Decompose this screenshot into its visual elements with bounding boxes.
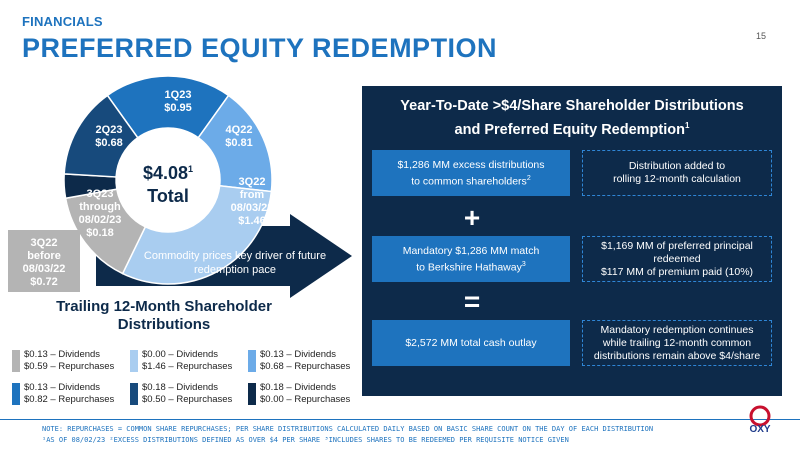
legend-swatch xyxy=(248,383,256,405)
donut-label-1q23: 1Q23 $0.95 xyxy=(164,89,192,114)
total-footnote: 1 xyxy=(188,164,194,174)
excess-distributions-box: $1,286 MM excess distributions to common … xyxy=(372,150,570,196)
trailing-12-month-title: Trailing 12-Month Shareholder Distributi… xyxy=(56,298,272,333)
legend-swatch xyxy=(12,383,20,405)
legend-item: $0.00 – Dividends $1.46 – Repurchases xyxy=(130,349,248,373)
donut-center-hole xyxy=(116,128,220,232)
distribution-added-note: Distribution added to rolling 12-month ca… xyxy=(582,150,772,196)
legend-item: $0.18 – Dividends $0.50 – Repurchases xyxy=(130,382,248,406)
legend-item: $0.13 – Dividends $0.59 – Repurchases xyxy=(12,349,130,373)
svg-text:OXY: OXY xyxy=(749,424,770,435)
legend-item: $0.13 – Dividends $0.68 – Repurchases xyxy=(248,349,366,373)
total-label: Total xyxy=(147,186,189,206)
equals-icon: = xyxy=(463,286,481,317)
donut-label-3q22-from: 3Q22 from 08/03/22 $1.46 xyxy=(230,176,274,227)
panel-title: Year-To-Date >$4/Share Shareholder Distr… xyxy=(400,98,744,138)
donut-label-2q23: 2Q23 $0.68 xyxy=(95,124,123,149)
plus-icon: + xyxy=(463,202,481,233)
footnote-line-1: NOTE: REPURCHASES = COMMON SHARE REPURCH… xyxy=(42,425,654,433)
page-number: 15 xyxy=(755,31,766,41)
exploded-slice-3q22-before xyxy=(8,230,80,292)
legend-item: $0.13 – Dividends $0.82 – Repurchases xyxy=(12,382,130,406)
donut-label-4q22: 4Q22 $0.81 xyxy=(225,124,253,149)
ytd-distributions-panel: Year-To-Date >$4/Share Shareholder Distr… xyxy=(362,86,782,396)
footnotes: NOTE: REPURCHASES = COMMON SHARE REPURCH… xyxy=(42,424,653,446)
legend-swatch xyxy=(248,350,256,372)
page-title: PREFERRED EQUITY REDEMPTION xyxy=(22,33,498,63)
donut-label-3q23: 3Q23 through 08/02/23 $0.18 xyxy=(78,188,122,239)
berkshire-match-box: Mandatory $1,286 MM match to Berkshire Ha… xyxy=(372,236,570,282)
legend-swatch xyxy=(12,350,20,372)
section-kicker: FINANCIALS xyxy=(22,14,103,29)
legend-item: $0.18 – Dividends $0.00 – Repurchases xyxy=(248,382,366,406)
total-cash-outlay-box: $2,572 MM total cash outlay xyxy=(372,320,570,366)
distribution-donut-chart xyxy=(8,75,352,298)
footnote-line-2: ¹AS OF 08/02/23 ²EXCESS DISTRIBUTIONS DE… xyxy=(42,436,569,444)
preferred-principal-note: $1,169 MM of preferred principal redeemed… xyxy=(582,236,772,282)
donut-label-3q22-before: 3Q22 before 08/03/22 $0.72 xyxy=(22,237,66,288)
total-value: $4.08 xyxy=(142,163,189,183)
oxy-logo-icon: OXY xyxy=(749,405,771,435)
donut-center-total: $4.081 Total xyxy=(128,163,208,207)
legend-swatch xyxy=(130,350,138,372)
arrow-caption: Commodity prices key driver of future re… xyxy=(143,250,327,276)
footer-divider xyxy=(0,419,800,420)
legend-swatch xyxy=(130,383,138,405)
mandatory-redemption-note: Mandatory redemption continues while trai… xyxy=(582,320,772,366)
